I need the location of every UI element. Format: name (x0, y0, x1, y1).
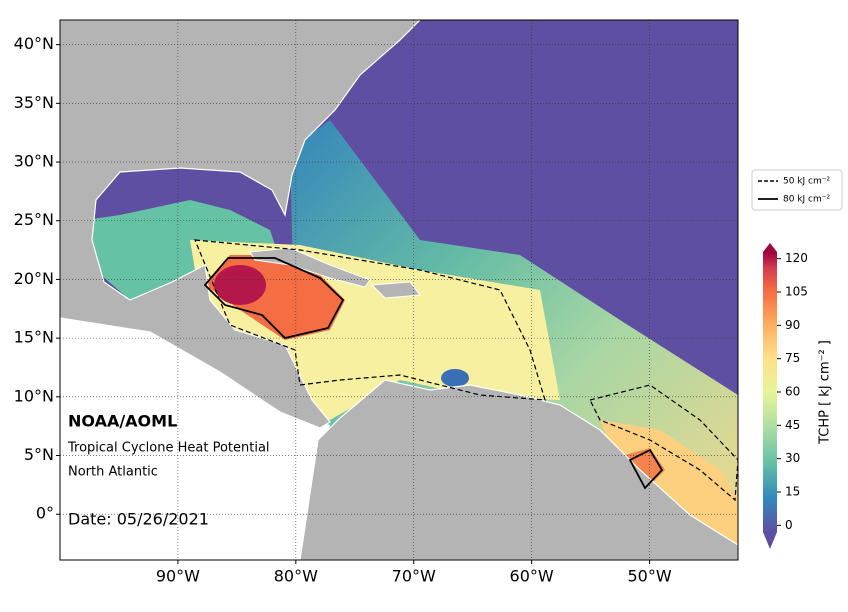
lat-tick-label: 35°N (14, 93, 54, 112)
colorbar-extend (763, 532, 777, 549)
contour-80 (203, 257, 345, 339)
region: North Atlantic (68, 465, 158, 480)
colorbar-extend (763, 243, 777, 252)
colorbar-tick-label: 60 (785, 385, 800, 399)
lat-tick-label: 25°N (14, 210, 54, 229)
lat-tick-label: 30°N (14, 152, 54, 171)
legend-box (751, 169, 843, 211)
cuba (249, 247, 371, 288)
graticule: 0° 5°N 10°N 15°N 20°N 25°N 30°N 35°N 40°N 90°W 80°… (14, 20, 738, 586)
hispaniola (370, 281, 421, 299)
hot-core (214, 265, 266, 305)
legend: 50 kJ cm⁻² 80 kJ cm⁻² (751, 169, 843, 211)
gulf-warm (85, 200, 280, 300)
colorbar-tick-label: 90 (785, 318, 800, 332)
lat-tick-label: 0° (36, 504, 54, 523)
lon-tick-label: 70°W (392, 567, 436, 586)
colorbar-tick-label: 105 (785, 285, 808, 299)
north-central-america (60, 20, 421, 429)
lat-tick-label: 40°N (14, 34, 54, 53)
colorbar-tick-label: 120 (785, 251, 808, 265)
colorbar-tick-label: 15 (785, 485, 800, 499)
colorbar-label: TCHP [ kJ cm⁻² ] (818, 340, 833, 445)
colorbar-tick-label: 45 (785, 418, 800, 432)
lon-tick-label: 90°W (156, 567, 200, 586)
colorbar-tick-label: 75 (785, 351, 800, 365)
colorbar-tick-label: 0 (785, 518, 793, 532)
lon-tick-label: 80°W (274, 567, 318, 586)
cool-spot (441, 369, 469, 387)
lat-tick-label: 20°N (14, 269, 54, 288)
contour-80 (628, 448, 664, 490)
lon-tick-label: 50°W (627, 567, 671, 586)
map-area (60, 20, 738, 560)
colorbar-bar (763, 252, 777, 532)
lat-tick-label: 10°N (14, 386, 54, 405)
date: Date: 05/26/2021 (68, 510, 209, 529)
lat-tick-label: 5°N (24, 445, 54, 464)
pacific (60, 315, 330, 560)
product: Tropical Cyclone Heat Potential (67, 441, 270, 456)
colorbar-tick-label: 30 (785, 451, 800, 465)
colorbar: TCHP [ kJ cm⁻² ] 0 15 30 45 60 75 90 105 120 (763, 243, 833, 549)
agency: NOAA/AOML (68, 412, 177, 431)
lon-tick-label: 60°W (510, 567, 554, 586)
lat-tick-label: 15°N (14, 328, 54, 347)
map-frame (59, 19, 739, 561)
legend-label: 50 kJ cm⁻² (783, 177, 831, 187)
legend-label: 80 kJ cm⁻² (783, 195, 831, 205)
amazon-plume (600, 420, 738, 545)
contour-50 (194, 239, 546, 401)
